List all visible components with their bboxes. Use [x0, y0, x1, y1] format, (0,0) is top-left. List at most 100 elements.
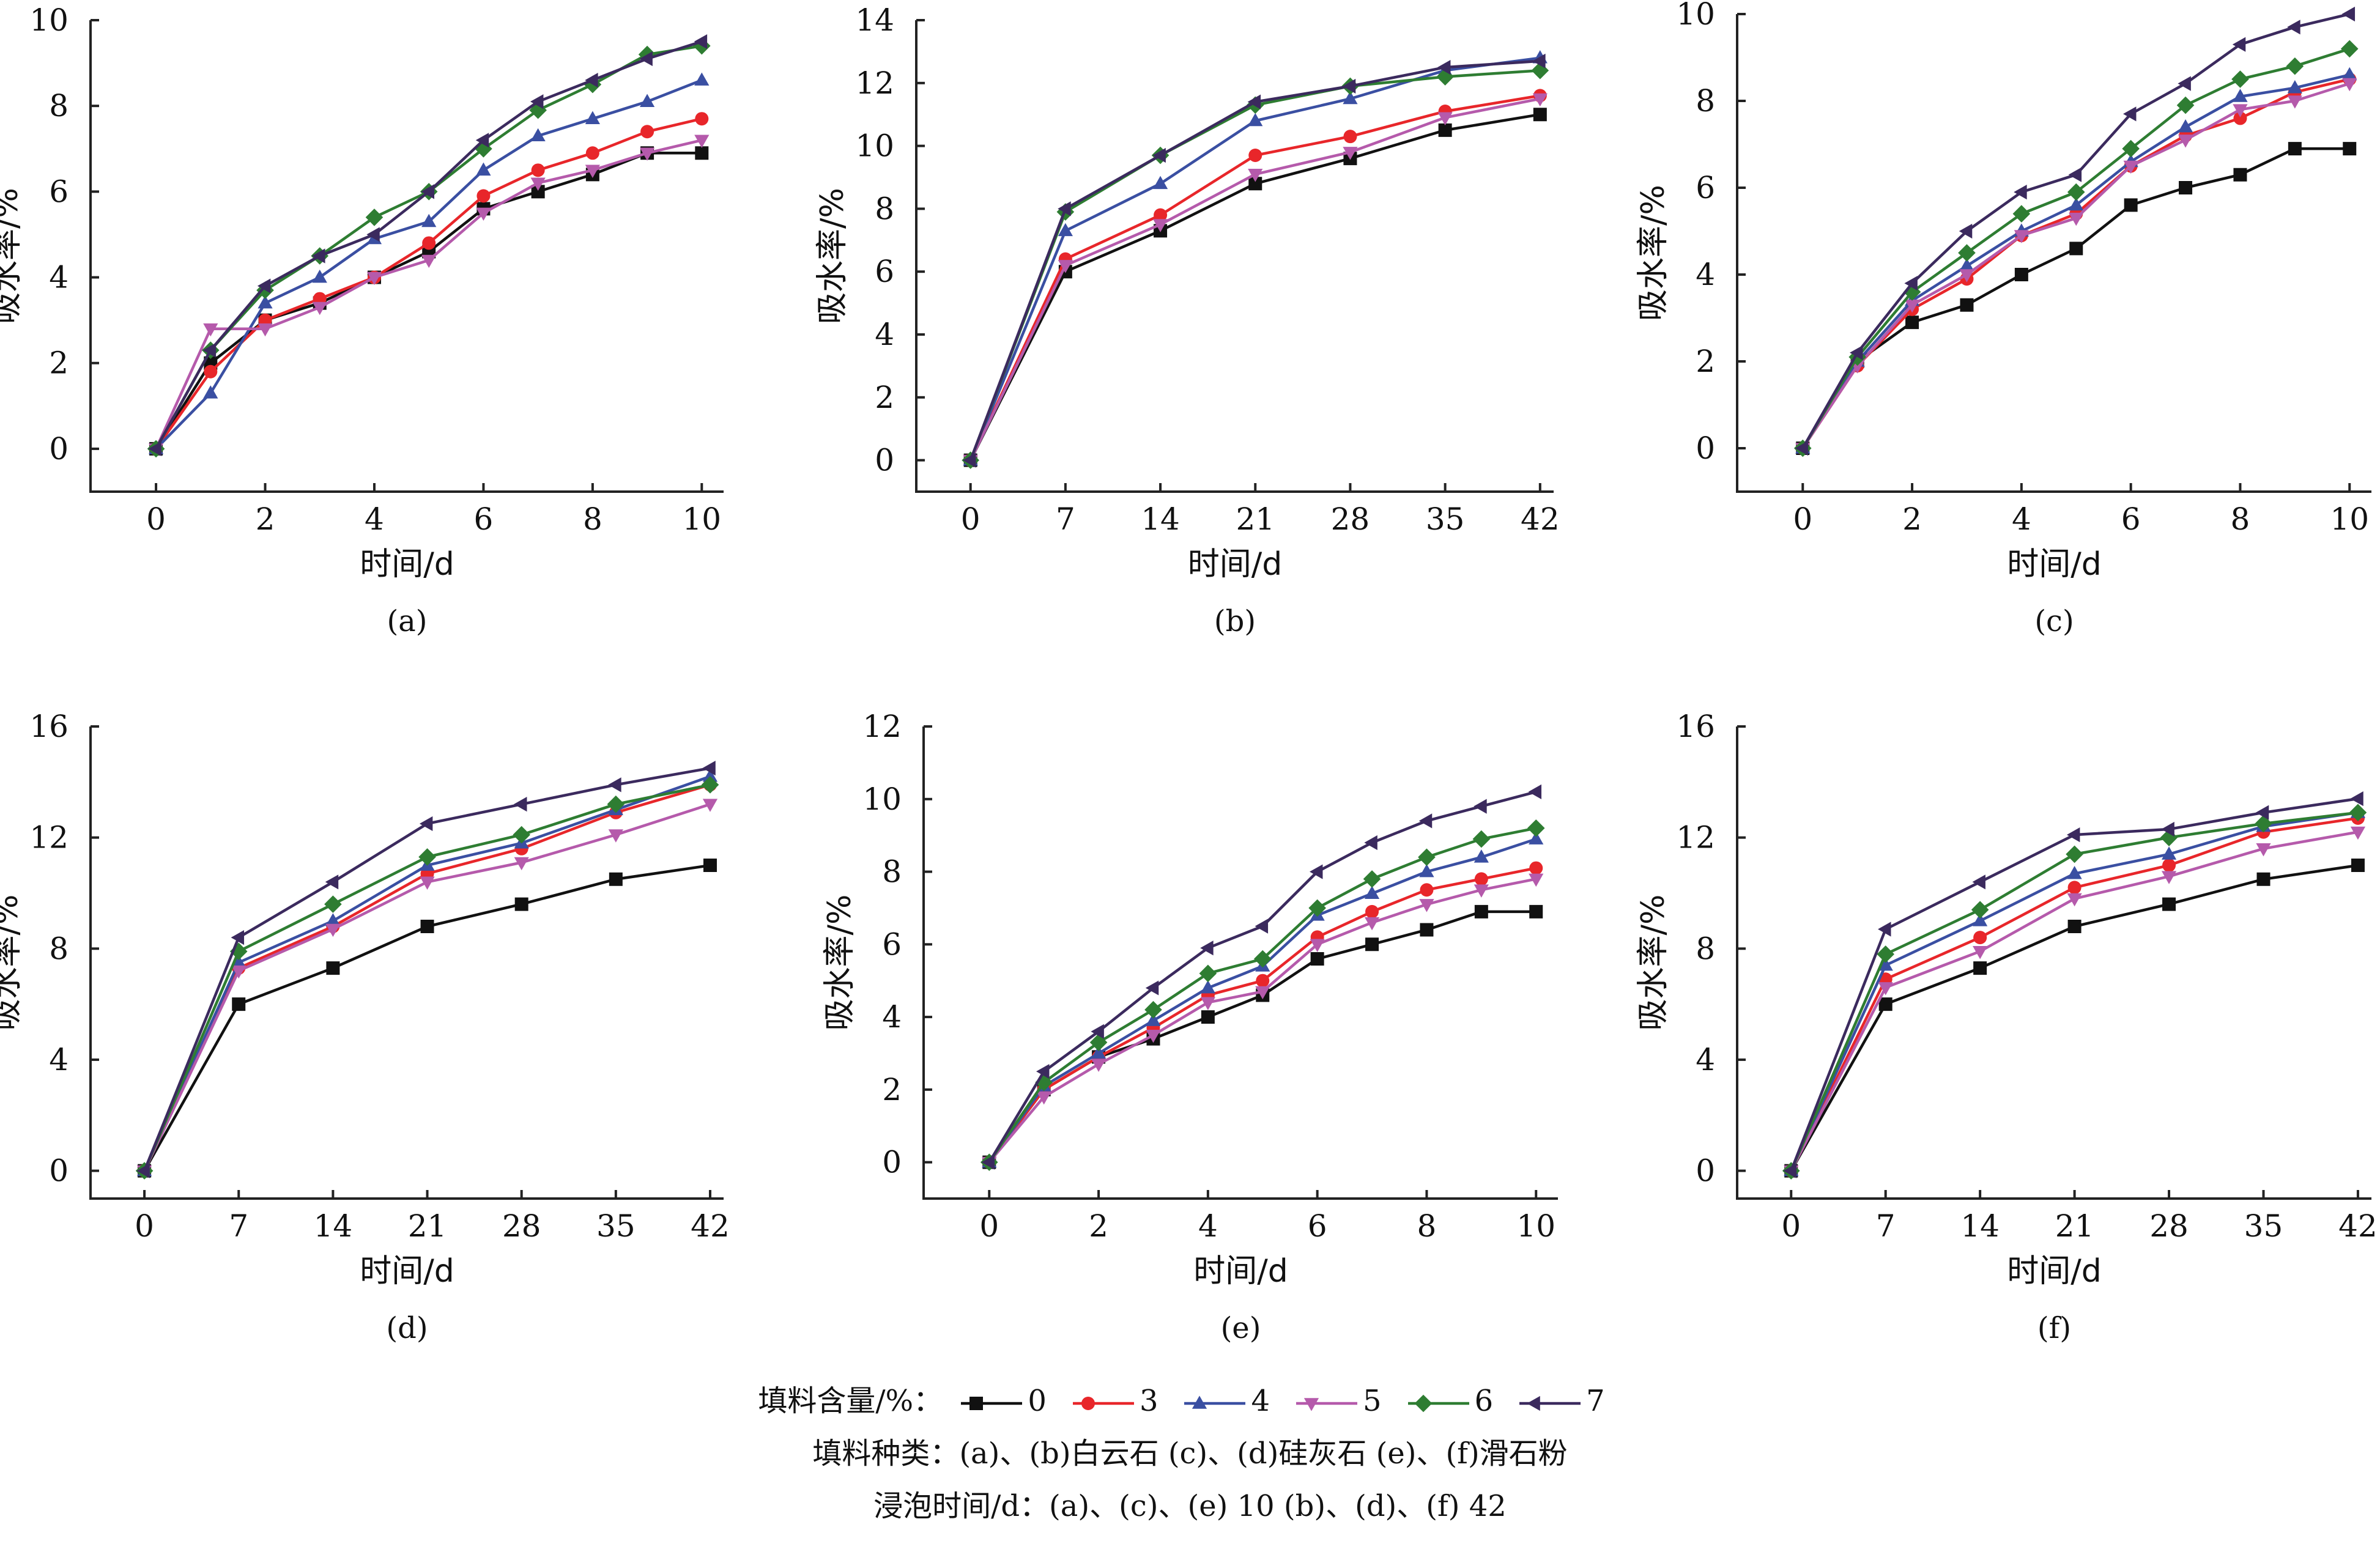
x-tick-label: 4 — [1198, 1208, 1218, 1244]
x-tick-label: 10 — [682, 501, 721, 537]
axis-frame — [89, 726, 724, 1200]
data-point — [1850, 345, 1863, 360]
x-tick-label: 7 — [229, 1208, 248, 1244]
series-line — [155, 117, 702, 450]
data-point — [1474, 849, 1489, 863]
series-line — [143, 783, 711, 1172]
data-point — [639, 147, 655, 161]
x-axis-label: 时间/d — [2007, 546, 2102, 583]
data-point — [2178, 135, 2193, 148]
data-point — [258, 323, 273, 337]
data-point — [1310, 939, 1325, 952]
x-tick-label: 4 — [2012, 501, 2031, 537]
data-point — [2342, 78, 2357, 92]
data-point — [324, 895, 342, 913]
y-tick-label: 8 — [49, 88, 69, 124]
y-tick-label: 12 — [29, 820, 69, 855]
x-axis-label: 时间/d — [2007, 1253, 2102, 1290]
series-7 — [136, 761, 716, 1178]
y-axis-label: 吸水率/% — [814, 188, 851, 324]
chart-panel-5: 0 2 4 6 8 10 12 0 2 4 6 8 10 时间/d 吸水率/% (e) — [821, 709, 1558, 1345]
data-point — [325, 923, 341, 937]
x-axis-label: 时间/d — [360, 1253, 454, 1290]
y-tick-label: 4 — [49, 1042, 69, 1077]
data-point — [1532, 93, 1548, 107]
data-point — [1364, 835, 1377, 851]
legend-item-5: 5 — [1293, 1375, 1399, 1427]
data-point — [1438, 123, 1452, 137]
data-point — [2069, 212, 2084, 226]
data-point — [1342, 78, 1356, 94]
data-point — [1154, 208, 1168, 222]
data-point — [1971, 901, 1989, 919]
data-point — [585, 146, 599, 160]
y-tick-label: 6 — [875, 254, 894, 289]
data-point — [1474, 799, 1487, 814]
legend-marker — [1414, 1394, 1432, 1412]
x-tick-label: 0 — [961, 501, 981, 537]
data-point — [514, 797, 527, 812]
data-point — [1255, 986, 1270, 1000]
data-point — [529, 101, 547, 119]
x-tick-label: 7 — [1876, 1208, 1896, 1244]
data-point — [1531, 61, 1549, 79]
data-point — [2342, 67, 2357, 81]
data-point — [1308, 899, 1326, 917]
data-point — [421, 213, 437, 227]
data-point — [231, 955, 247, 968]
data-point — [1878, 957, 1893, 971]
x-tick-label: 42 — [2338, 1208, 2378, 1244]
data-point — [2287, 20, 2300, 35]
data-point — [1365, 904, 1379, 918]
y-axis-label: 吸水率/% — [0, 895, 25, 1031]
chart-panel-3: 0 2 4 6 8 10 0 2 4 6 8 10 时间/d 吸水率/% (c) — [1635, 0, 2371, 638]
panel-caption: (a) — [387, 604, 427, 638]
data-point — [1418, 848, 1436, 867]
axis-frame — [1736, 14, 2371, 493]
legend-item-7: 7 — [1516, 1375, 1622, 1427]
data-point — [1472, 830, 1491, 848]
data-point — [325, 913, 341, 926]
data-point — [1144, 1000, 1162, 1019]
data-point — [695, 146, 709, 160]
x-tick-label: 14 — [1141, 501, 1180, 537]
data-point — [702, 761, 716, 776]
data-point — [475, 133, 489, 148]
x-tick-label: 2 — [1902, 501, 1922, 537]
panel-caption: (f) — [2037, 1311, 2071, 1345]
data-point — [1200, 997, 1215, 1010]
legend-filler-type: 填料种类：(a)、(b)白云石 (c)、(d)硅灰石 (e)、(f)滑石粉 — [812, 1436, 1568, 1471]
series-7 — [963, 53, 1546, 468]
x-tick-label: 8 — [1417, 1208, 1437, 1244]
x-tick-label: 28 — [1331, 501, 1370, 537]
data-point — [1973, 931, 1987, 945]
data-point — [2256, 843, 2271, 857]
legend-label: 6 — [1474, 1384, 1494, 1418]
data-point — [1959, 258, 1974, 272]
data-point — [2341, 6, 2356, 22]
x-tick-label: 42 — [691, 1208, 730, 1244]
x-tick-label: 8 — [583, 501, 602, 537]
data-point — [531, 163, 545, 177]
series-line — [143, 863, 711, 1172]
data-point — [1248, 113, 1263, 127]
data-point — [1973, 946, 1988, 959]
data-point — [2012, 205, 2031, 223]
data-point — [639, 51, 653, 67]
data-point — [2349, 804, 2367, 822]
figure-panels: 0 2 4 6 8 10 0 2 4 6 8 10 时间/d 吸水率/% (a) 0 2 4 6 8 10 12 14 0 7 1… — [0, 0, 2378, 1345]
data-point — [513, 826, 530, 844]
y-tick-label: 0 — [49, 431, 69, 467]
data-point — [1904, 299, 1920, 313]
data-point — [1145, 980, 1159, 996]
data-point — [702, 769, 718, 782]
panel-caption: (e) — [1221, 1311, 1261, 1345]
data-point — [1419, 863, 1434, 878]
y-tick-label: 6 — [1696, 170, 1715, 205]
y-tick-label: 8 — [1696, 931, 1715, 966]
data-point — [1436, 68, 1454, 86]
y-tick-label: 8 — [882, 854, 902, 890]
data-point — [531, 185, 545, 199]
data-point — [2066, 845, 2083, 863]
x-tick-label: 42 — [1521, 501, 1560, 537]
